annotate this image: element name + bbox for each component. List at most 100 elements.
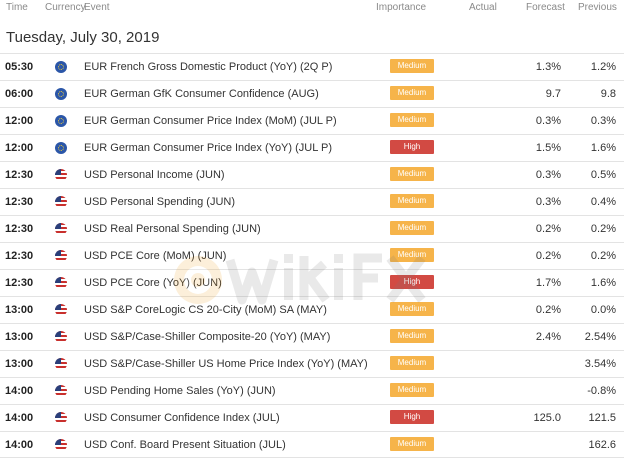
previous-value: 0.0% (590, 304, 616, 316)
us-flag-icon (55, 304, 67, 316)
importance-badge: Medium (390, 329, 434, 343)
table-header: Time Currency Event Importance Actual Fo… (0, 0, 624, 16)
table-row[interactable]: 06:00 EUR German GfK Consumer Confidence … (0, 80, 624, 107)
importance-badge: High (390, 140, 434, 154)
us-flag-icon (55, 358, 67, 370)
date-title: Tuesday, July 30, 2019 (6, 29, 160, 46)
event-name[interactable]: USD Personal Spending (JUN) (84, 196, 236, 208)
forecast-value: 9.7 (545, 88, 561, 100)
event-name[interactable]: EUR German Consumer Price Index (YoY) (J… (84, 142, 332, 154)
table-row[interactable]: 12:00 EUR German Consumer Price Index (Mo… (0, 107, 624, 134)
event-time: 12:30 (5, 250, 34, 262)
table-row[interactable]: 12:30 USD PCE Core (YoY) (JUN) High 1.7% 1.6… (0, 269, 624, 296)
event-time: 12:30 (5, 169, 34, 181)
previous-value: 1.6% (590, 142, 616, 154)
event-name[interactable]: EUR German GfK Consumer Confidence (AUG) (84, 88, 319, 100)
event-name[interactable]: USD S&P/Case-Shiller Composite-20 (YoY) … (84, 331, 331, 343)
forecast-value: 0.2% (535, 223, 561, 235)
table-row[interactable]: 12:00 EUR German Consumer Price Index (Yo… (0, 134, 624, 161)
event-time: 13:00 (5, 304, 34, 316)
us-flag-icon (55, 169, 67, 181)
table-row[interactable]: 14:00 USD Pending Home Sales (YoY) (JUN) M… (0, 377, 624, 404)
importance-badge: High (390, 275, 434, 289)
importance-badge: Medium (390, 221, 434, 235)
event-name[interactable]: USD Real Personal Spending (JUN) (84, 223, 261, 235)
forecast-value: 0.2% (535, 304, 561, 316)
event-name[interactable]: EUR French Gross Domestic Product (YoY) … (84, 61, 333, 73)
header-currency: Currency (45, 2, 86, 13)
event-time: 14:00 (5, 412, 34, 424)
event-time: 05:30 (5, 61, 34, 73)
us-flag-icon (55, 439, 67, 451)
header-forecast: Forecast (526, 2, 565, 13)
table-row[interactable]: 05:30 EUR French Gross Domestic Product (… (0, 53, 624, 80)
event-name[interactable]: USD Personal Income (JUN) (84, 169, 225, 181)
table-row[interactable]: 12:30 USD Personal Income (JUN) Medium 0.3%… (0, 161, 624, 188)
forecast-value: 0.2% (535, 250, 561, 262)
eu-flag-icon (55, 88, 67, 100)
table-row[interactable]: 13:00 USD S&P CoreLogic CS 20-City (MoM) … (0, 296, 624, 323)
importance-badge: Medium (390, 59, 434, 73)
importance-badge: Medium (390, 302, 434, 316)
event-name[interactable]: USD PCE Core (YoY) (JUN) (84, 277, 222, 289)
header-actual: Actual (469, 2, 497, 13)
previous-value: -0.8% (587, 385, 616, 397)
eu-flag-icon (55, 61, 67, 73)
importance-badge: Medium (390, 194, 434, 208)
forecast-value: 0.3% (535, 115, 561, 127)
previous-value: 3.54% (584, 358, 616, 370)
table-row[interactable]: 12:30 USD Personal Spending (JUN) Medium 0.… (0, 188, 624, 215)
previous-value: 121.5 (588, 412, 616, 424)
event-time: 12:30 (5, 223, 34, 235)
previous-value: 1.6% (590, 277, 616, 289)
forecast-value: 125.0 (533, 412, 561, 424)
event-time: 12:00 (5, 115, 34, 127)
importance-badge: Medium (390, 383, 434, 397)
us-flag-icon (55, 196, 67, 208)
previous-value: 1.2% (590, 61, 616, 73)
previous-value: 0.2% (590, 223, 616, 235)
previous-value: 0.5% (590, 169, 616, 181)
forecast-value: 1.7% (535, 277, 561, 289)
table-row[interactable]: 12:30 USD Real Personal Spending (JUN) Med… (0, 215, 624, 242)
forecast-value: 0.3% (535, 169, 561, 181)
eu-flag-icon (55, 142, 67, 154)
event-name[interactable]: USD Consumer Confidence Index (JUL) (84, 412, 280, 424)
previous-value: 0.4% (590, 196, 616, 208)
forecast-value: 0.3% (535, 196, 561, 208)
event-time: 14:00 (5, 439, 34, 451)
event-name[interactable]: USD S&P/Case-Shiller US Home Price Index… (84, 358, 368, 370)
event-time: 12:30 (5, 277, 34, 289)
header-event: Event (84, 2, 110, 13)
previous-value: 9.8 (600, 88, 616, 100)
calendar-table: 05:30 EUR French Gross Domestic Product (… (0, 53, 624, 458)
event-name[interactable]: USD S&P CoreLogic CS 20-City (MoM) SA (M… (84, 304, 327, 316)
event-name[interactable]: USD PCE Core (MoM) (JUN) (84, 250, 227, 262)
table-row[interactable]: 12:30 USD PCE Core (MoM) (JUN) Medium 0.2% 0… (0, 242, 624, 269)
previous-value: 162.6 (588, 439, 616, 451)
event-name[interactable]: USD Pending Home Sales (YoY) (JUN) (84, 385, 276, 397)
event-name[interactable]: EUR German Consumer Price Index (MoM) (J… (84, 115, 337, 127)
table-row[interactable]: 13:00 USD S&P/Case-Shiller US Home Price … (0, 350, 624, 377)
us-flag-icon (55, 223, 67, 235)
event-time: 13:00 (5, 358, 34, 370)
table-row[interactable]: 14:00 USD Consumer Confidence Index (JUL)… (0, 404, 624, 431)
event-time: 12:00 (5, 142, 34, 154)
eu-flag-icon (55, 115, 67, 127)
event-time: 06:00 (5, 88, 34, 100)
forecast-value: 1.5% (535, 142, 561, 154)
importance-badge: Medium (390, 167, 434, 181)
importance-badge: Medium (390, 356, 434, 370)
importance-badge: Medium (390, 86, 434, 100)
us-flag-icon (55, 331, 67, 343)
previous-value: 0.2% (590, 250, 616, 262)
event-name[interactable]: USD Conf. Board Present Situation (JUL) (84, 439, 286, 451)
forecast-value: 2.4% (535, 331, 561, 343)
previous-value: 0.3% (590, 115, 616, 127)
us-flag-icon (55, 250, 67, 262)
us-flag-icon (55, 385, 67, 397)
table-row[interactable]: 13:00 USD S&P/Case-Shiller Composite-20 (… (0, 323, 624, 350)
previous-value: 2.54% (584, 331, 616, 343)
header-time: Time (6, 2, 28, 13)
event-time: 12:30 (5, 196, 34, 208)
